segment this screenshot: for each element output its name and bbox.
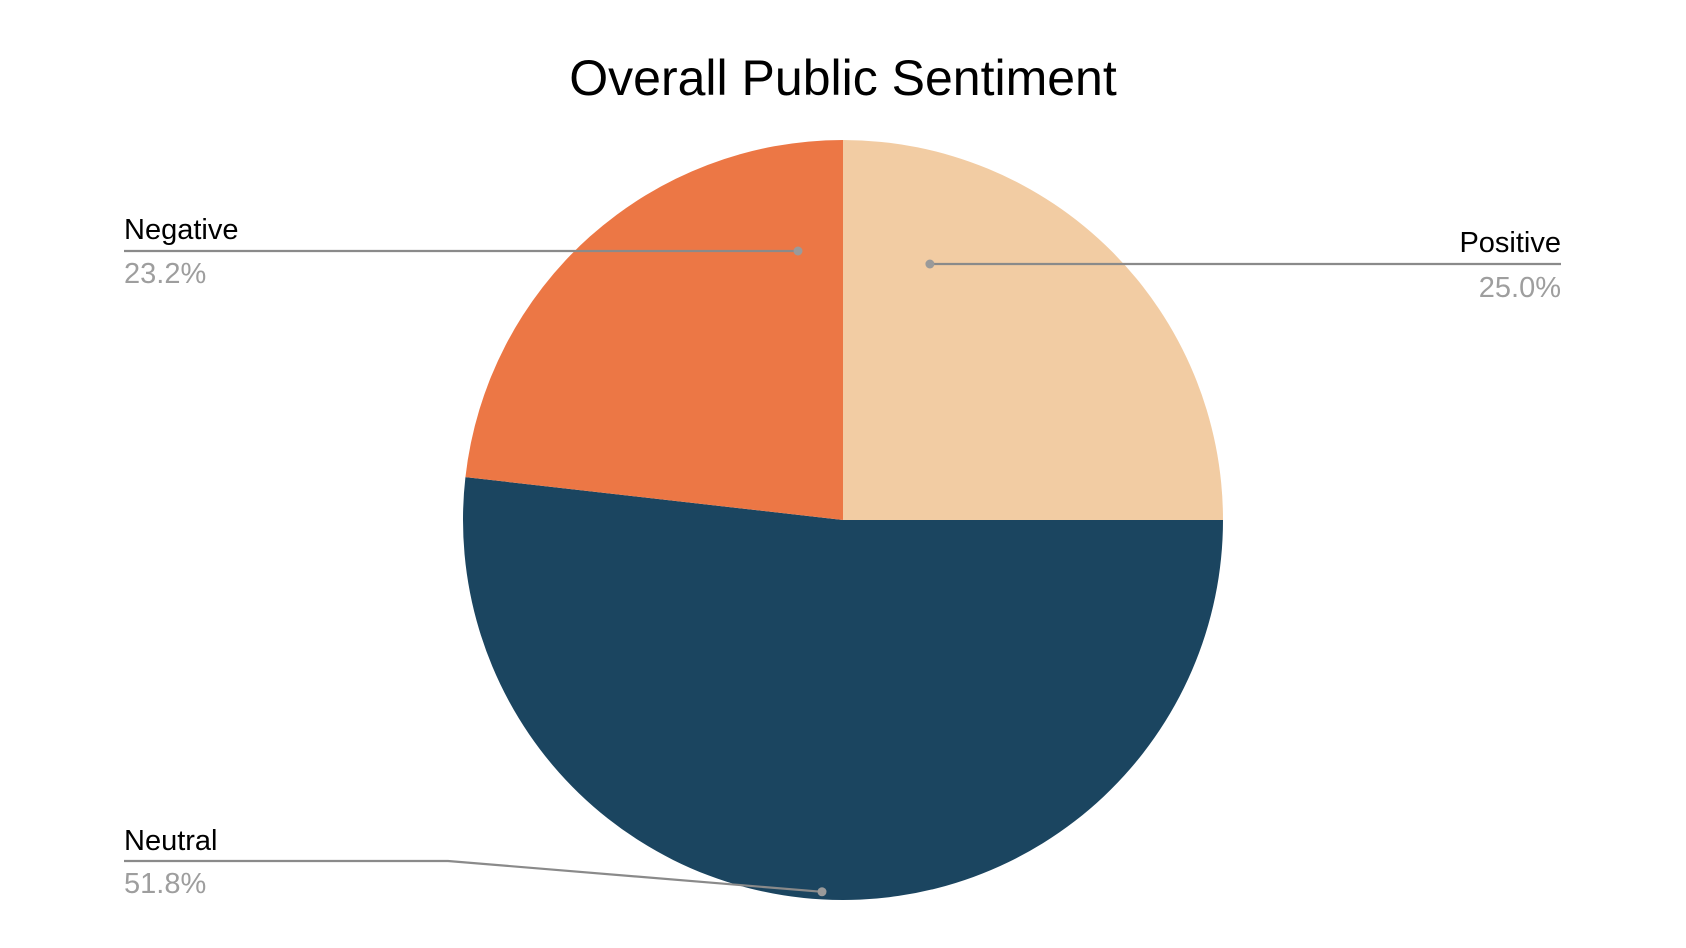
slice-value-neutral: 51.8% (124, 868, 206, 900)
slice-label-positive: Positive (1459, 227, 1561, 259)
slice-labels: Positive 25.0% Neutral 51.8% Negative 23.2% (124, 214, 1561, 900)
leader-line-neutral (124, 859, 823, 893)
pie-slice-negative[interactable] (465, 140, 843, 520)
slice-value-positive: 25.0% (1479, 272, 1561, 304)
leader-dot-negative (793, 246, 803, 256)
chart-title: Overall Public Sentiment (569, 50, 1117, 106)
leader-dot-neutral (817, 887, 827, 897)
pie-slices (463, 140, 1223, 901)
pie-slice-neutral[interactable] (463, 477, 1223, 901)
slice-label-neutral: Neutral (124, 825, 218, 857)
pie-slice-positive[interactable] (843, 140, 1223, 520)
slice-label-negative: Negative (124, 214, 238, 246)
slice-value-negative: 23.2% (124, 258, 206, 290)
leader-dot-positive (925, 259, 935, 269)
